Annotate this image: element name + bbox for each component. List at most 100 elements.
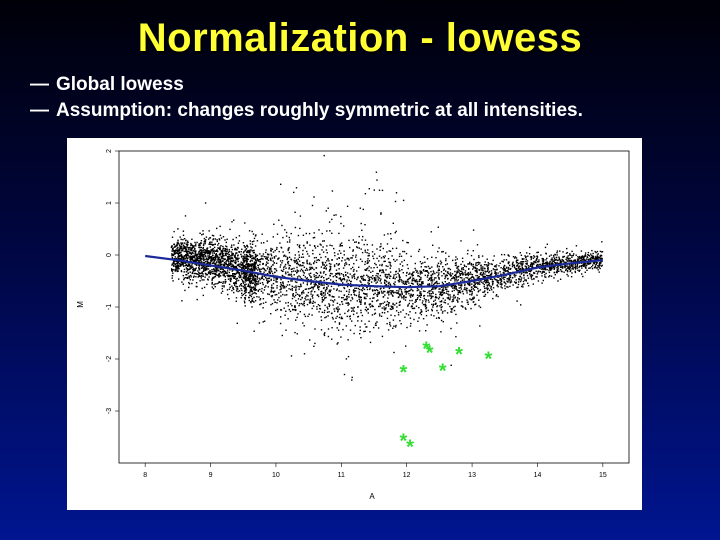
scatter-point (479, 281, 481, 283)
scatter-point (196, 253, 198, 256)
scatter-point (260, 271, 262, 273)
scatter-point (358, 296, 360, 298)
scatter-point (252, 256, 254, 259)
scatter-point (287, 305, 289, 307)
scatter-point (427, 265, 430, 268)
scatter-point (259, 270, 261, 272)
scatter-point (244, 259, 246, 262)
scatter-point (320, 293, 322, 295)
scatter-point (418, 330, 421, 332)
scatter-point (600, 255, 602, 257)
scatter-point (236, 264, 239, 266)
scatter-point (431, 310, 433, 312)
scatter-point (224, 249, 227, 251)
scatter-point (440, 304, 442, 306)
scatter-point (405, 293, 407, 295)
scatter-point (380, 243, 382, 245)
scatter-point (434, 282, 436, 284)
scatter-point (453, 294, 455, 296)
scatter-point (359, 280, 361, 282)
scatter-point (235, 297, 238, 299)
scatter-point (198, 244, 200, 247)
scatter-point (299, 283, 302, 285)
scatter-point (282, 283, 284, 285)
scatter-point (447, 271, 449, 273)
scatter-point (472, 301, 474, 303)
scatter-point (172, 248, 174, 251)
scatter-point (598, 265, 600, 267)
scatter-point (195, 282, 198, 284)
scatter-point (279, 266, 281, 268)
scatter-point (482, 282, 484, 285)
scatter-point (591, 256, 594, 258)
scatter-point (233, 219, 235, 221)
scatter-point (422, 269, 425, 271)
scatter-point (345, 263, 348, 265)
scatter-point (346, 315, 348, 318)
scatter-point (245, 289, 248, 291)
scatter-point (191, 257, 193, 259)
scatter-point (191, 238, 193, 240)
scatter-point (267, 280, 269, 282)
scatter-point (177, 228, 179, 230)
scatter-point (563, 255, 566, 258)
scatter-point (541, 271, 544, 273)
scatter-point (329, 272, 332, 275)
scatter-point (254, 278, 257, 280)
scatter-point (340, 215, 342, 218)
scatter-point (224, 252, 227, 254)
scatter-point (326, 287, 328, 289)
scatter-point (289, 310, 292, 313)
scatter-point (346, 205, 349, 207)
scatter-point (360, 311, 362, 314)
scatter-point (442, 297, 444, 300)
scatter-point (596, 250, 599, 253)
scatter-point (349, 273, 351, 275)
bullet-text: Assumption: changes roughly symmetric at… (56, 100, 583, 121)
scatter-point (244, 277, 246, 279)
scatter-point (433, 315, 435, 317)
scatter-point (204, 241, 206, 243)
scatter-point (453, 286, 456, 288)
scatter-point (568, 268, 570, 270)
scatter-point (464, 265, 466, 267)
scatter-point (256, 276, 259, 278)
scatter-point (218, 275, 220, 277)
scatter-point (433, 286, 435, 289)
scatter-point (205, 265, 207, 268)
scatter-point (180, 255, 182, 258)
scatter-point (302, 234, 305, 236)
scatter-point (470, 277, 472, 279)
scatter-point (193, 268, 195, 270)
scatter-point (258, 322, 261, 324)
scatter-point (440, 263, 442, 265)
scatter-point (254, 235, 257, 237)
scatter-point (565, 252, 568, 254)
scatter-point (336, 302, 339, 304)
scatter-point (524, 255, 526, 257)
scatter-point (245, 274, 247, 276)
scatter-point (507, 278, 510, 280)
scatter-point (430, 277, 433, 279)
scatter-point (171, 255, 173, 257)
scatter-point (232, 238, 234, 241)
scatter-point (449, 296, 452, 298)
scatter-point (455, 288, 457, 290)
scatter-point (257, 289, 259, 291)
scatter-point (524, 279, 526, 281)
scatter-point (405, 283, 408, 285)
scatter-point (252, 267, 254, 269)
scatter-point (553, 268, 555, 270)
scatter-point (347, 282, 349, 285)
scatter-point (490, 286, 492, 288)
scatter-point (190, 243, 193, 246)
scatter-point (430, 274, 433, 277)
scatter-point (447, 293, 449, 295)
scatter-point (177, 250, 179, 253)
scatter-point (389, 267, 391, 269)
scatter-point (457, 292, 460, 294)
scatter-point (504, 282, 506, 284)
scatter-point (257, 283, 260, 285)
scatter-point (468, 284, 470, 287)
scatter-point (541, 275, 543, 277)
